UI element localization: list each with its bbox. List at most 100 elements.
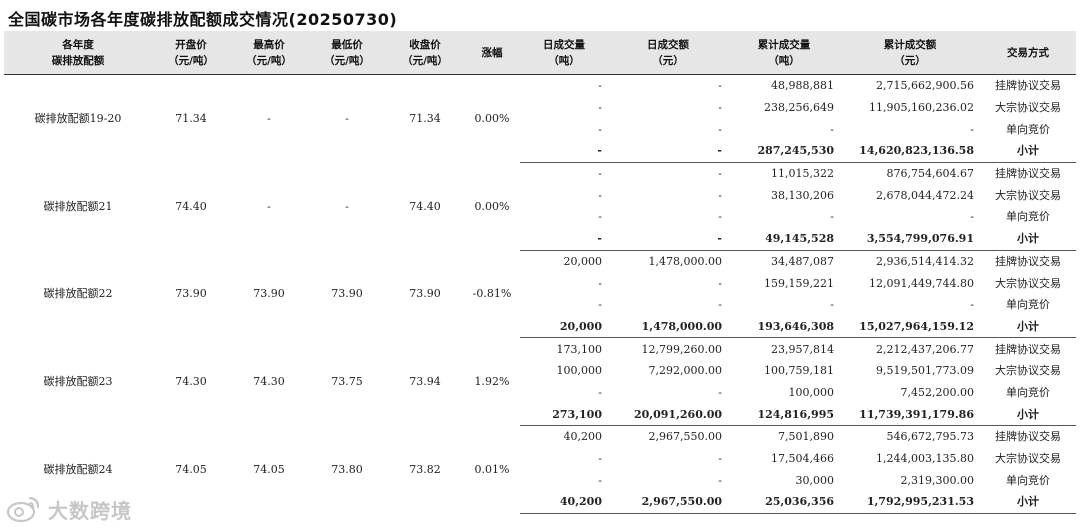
day-amount-cell: 1,478,000.00 <box>608 315 728 339</box>
day-amount-cell: - <box>718 276 722 290</box>
cumulative-amount-cell: - <box>970 298 974 312</box>
cumulative-volume-cell: - <box>830 122 834 136</box>
header-day-volume: 日成交量 （吨） <box>520 31 608 75</box>
table-row: - - - - 单向竞价 <box>4 206 1076 228</box>
change-cell: 0.00% <box>474 112 510 126</box>
subtotal-row: 273,100 20,091,260.00 124,816,995 11,739,39… <box>4 403 1076 427</box>
day-volume-cell: - <box>598 101 602 115</box>
cumulative-amount-cell: 12,091,449,744.80 <box>869 276 974 290</box>
day-volume-cell: - <box>520 227 608 251</box>
day-amount-cell: - <box>718 298 722 312</box>
table-row: - - 30,000 2,319,300.00 单向竞价 <box>4 469 1076 491</box>
table-body: 碳排放配额19-20 71.34- -71.34 0.00% - -48,988,881 2… <box>4 75 1076 514</box>
trade-method-cell: 挂牌协议交易 <box>995 430 1061 444</box>
close-price-cell: 73.94 <box>409 375 441 389</box>
day-volume-cell: 20,000 <box>563 254 603 268</box>
trade-method-cell: 小计 <box>980 491 1076 514</box>
low-price-cell: - <box>345 199 349 213</box>
day-amount-cell: - <box>718 101 722 115</box>
cumulative-volume-cell: 193,646,308 <box>728 315 840 339</box>
product-name-cell: 碳排放配额23 <box>43 375 113 389</box>
product-name-cell: 碳排放配额22 <box>43 287 113 301</box>
low-price-cell: 73.75 <box>331 375 363 389</box>
day-amount-cell: 1,478,000.00 <box>648 254 722 268</box>
cumulative-amount-cell: 11,739,391,179.86 <box>840 403 980 427</box>
day-volume-cell: - <box>598 276 602 290</box>
product-name-cell: 碳排放配额24 <box>43 462 113 476</box>
subtotal-row: 40,200 2,967,550.00 25,036,356 1,792,995,23… <box>4 491 1076 514</box>
day-volume-cell: - <box>598 298 602 312</box>
close-price-cell: 73.82 <box>409 462 441 476</box>
change-cell: 0.00% <box>474 199 510 213</box>
change-cell: -0.81% <box>472 287 512 301</box>
cumulative-volume-cell: 238,256,649 <box>764 101 834 115</box>
open-price-cell: 71.34 <box>175 112 207 126</box>
cumulative-amount-cell: 14,620,823,136.58 <box>840 140 980 163</box>
cumulative-amount-cell: - <box>970 122 974 136</box>
high-price-cell: - <box>267 199 271 213</box>
cumulative-volume-cell: 100,759,181 <box>764 364 834 378</box>
day-volume-cell: - <box>598 452 602 466</box>
cumulative-amount-cell: 11,905,160,236.02 <box>869 101 974 115</box>
header-day-amount: 日成交额 （元） <box>608 31 728 75</box>
day-amount-cell: - <box>718 473 722 487</box>
cumulative-amount-cell: - <box>970 210 974 224</box>
cumulative-volume-cell: 38,130,206 <box>771 188 834 202</box>
cumulative-amount-cell: 9,519,501,773.09 <box>876 364 974 378</box>
low-price-cell: - <box>345 112 349 126</box>
subtotal-row: - -287,245,530 14,620,823,136.58 小计 <box>4 140 1076 163</box>
day-volume-cell: - <box>598 79 602 93</box>
cumulative-volume-cell: 23,957,814 <box>771 342 834 356</box>
table-row: - - 17,504,466 1,244,003,135.80 大宗协议交易 <box>4 448 1076 470</box>
day-volume-cell: - <box>598 210 602 224</box>
day-amount-cell: 12,799,260.00 <box>641 342 722 356</box>
day-amount-cell: - <box>718 210 722 224</box>
cumulative-volume-cell: 34,487,087 <box>771 254 834 268</box>
high-price-cell: 73.90 <box>253 287 285 301</box>
day-volume-cell: 173,100 <box>556 342 603 356</box>
product-name-cell: 碳排放配额21 <box>43 199 113 213</box>
trade-method-cell: 大宗协议交易 <box>995 276 1061 290</box>
table-row: - - - - 单向竞价 <box>4 294 1076 316</box>
product-name-cell: 碳排放配额19-20 <box>34 112 122 126</box>
cumulative-volume-cell: 100,000 <box>788 385 835 399</box>
table-row: 碳排放配额19-20 71.34 - - 71.34 0.00% - - 48,988,881 2… <box>4 75 1076 125</box>
day-amount-cell: - <box>718 452 722 466</box>
open-price-cell: 73.90 <box>175 287 207 301</box>
day-volume-cell: - <box>598 167 602 181</box>
header-change: 涨幅 <box>464 31 520 75</box>
close-price-cell: 74.40 <box>409 199 441 213</box>
cumulative-volume-cell: 11,015,322 <box>771 167 834 181</box>
cumulative-amount-cell: 3,554,799,076.91 <box>840 227 980 251</box>
table-row: - - 38,130,206 2,678,044,472.24 大宗协议交易 <box>4 184 1076 206</box>
cumulative-amount-cell: 2,678,044,472.24 <box>876 188 974 202</box>
cumulative-amount-cell: 7,452,200.00 <box>900 385 974 399</box>
trade-method-cell: 小计 <box>980 315 1076 339</box>
watermark: 大数跨境 <box>6 494 132 524</box>
open-price-cell: 74.05 <box>175 462 207 476</box>
cumulative-volume-cell: - <box>830 210 834 224</box>
day-volume-cell: 40,200 <box>520 491 608 514</box>
header-cumulative-amount: 累计成交额 （元） <box>840 31 980 75</box>
weibo-logo-icon <box>6 496 40 523</box>
subtotal-row: - -49,145,528 3,554,799,076.91 小计 <box>4 227 1076 251</box>
open-price-cell: 74.30 <box>175 375 207 389</box>
day-amount-cell: 7,292,000.00 <box>648 364 722 378</box>
day-volume-cell: 273,100 <box>520 403 608 427</box>
trade-method-cell: 小计 <box>980 227 1076 251</box>
cumulative-volume-cell: 25,036,356 <box>728 491 840 514</box>
day-volume-cell: - <box>598 122 602 136</box>
high-price-cell: 74.05 <box>253 462 285 476</box>
trade-method-cell: 挂牌协议交易 <box>995 79 1061 93</box>
trade-method-cell: 单向竞价 <box>1006 298 1050 312</box>
page-title: 全国碳市场各年度碳排放配额成交情况(20250730) <box>8 10 398 29</box>
table-row: - - 100,000 7,452,200.00 单向竞价 <box>4 382 1076 404</box>
table-row: - - 238,256,649 11,905,160,236.02 大宗协议交易 <box>4 97 1076 119</box>
day-amount-cell: - <box>718 79 722 93</box>
cumulative-amount-cell: 2,715,662,900.56 <box>876 79 974 93</box>
header-cumulative-volume: 累计成交量 （吨） <box>728 31 840 75</box>
change-cell: 1.92% <box>474 375 510 389</box>
day-volume-cell: - <box>598 473 602 487</box>
cumulative-volume-cell: 30,000 <box>795 473 835 487</box>
day-amount-cell: 2,967,550.00 <box>608 491 728 514</box>
